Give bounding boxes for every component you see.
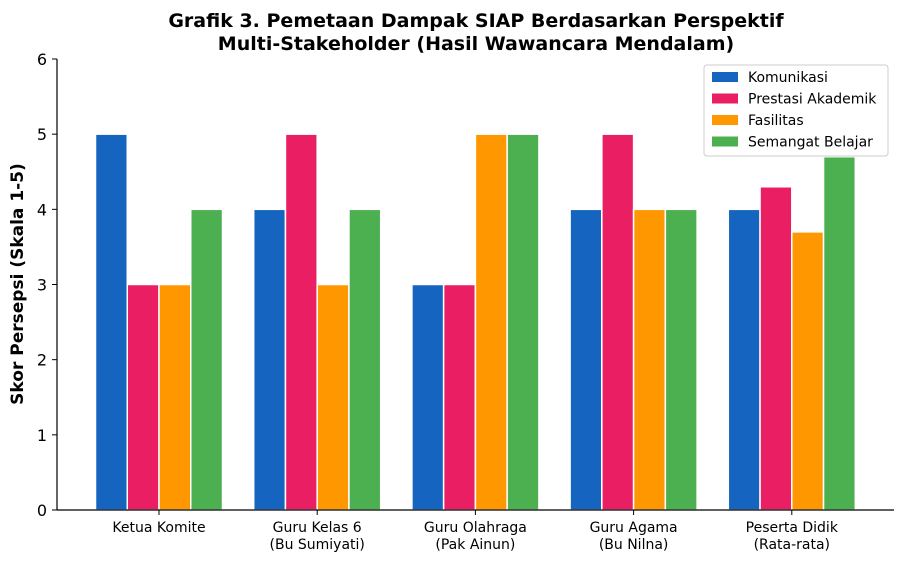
- y-axis-label: Skor Persepsi (Skala 1-5): [8, 163, 28, 405]
- legend-label: Komunikasi: [748, 70, 828, 86]
- bar-komunikasi-0: [94, 133, 128, 511]
- y-tick-label: 1: [37, 426, 47, 445]
- legend-box: [703, 64, 889, 157]
- bar-komunikasi-4: [727, 208, 761, 511]
- bar-semangat-belajar-3: [664, 208, 698, 511]
- x-tick-label: Guru Agama: [590, 520, 678, 536]
- bar-semangat-belajar-2: [506, 133, 540, 511]
- bar-prestasi-akademik-3: [601, 133, 635, 511]
- x-tick-label: (Rata-rata): [754, 537, 830, 553]
- legend-swatch: [712, 72, 738, 82]
- legend-label: Semangat Belajar: [748, 135, 873, 151]
- bar-fasilitas-0: [158, 283, 192, 511]
- bar-semangat-belajar-0: [190, 208, 224, 511]
- bar-prestasi-akademik-2: [442, 283, 477, 511]
- bar-prestasi-akademik-4: [759, 186, 793, 511]
- x-tick-label: Guru Kelas 6: [273, 520, 362, 536]
- bar-semangat-belajar-1: [348, 208, 382, 511]
- bar-semangat-belajar-4: [822, 155, 857, 511]
- bar-komunikasi-3: [569, 208, 603, 511]
- bar-prestasi-akademik-0: [126, 283, 160, 511]
- x-tick-label: Ketua Komite: [112, 520, 205, 536]
- legend-swatch: [712, 115, 738, 125]
- x-ticks-group: Ketua Komite Guru Kelas 6(Bu Sumiyati) Gur…: [112, 510, 839, 553]
- bar-fasilitas-3: [632, 208, 667, 511]
- chart-title-line-1: Grafik 3. Pemetaan Dampak SIAP Berdasark…: [168, 10, 784, 32]
- legend-label: Prestasi Akademik: [748, 92, 877, 108]
- bar-fasilitas-2: [474, 133, 508, 511]
- x-tick-label: (Bu Nilna): [599, 537, 669, 553]
- x-tick-label: Peserta Didik: [746, 520, 839, 536]
- chart-title-line-2: Multi-Stakeholder (Hasil Wawancara Menda…: [218, 33, 734, 55]
- legend: Komunikasi Prestasi Akademik Fasilitas Sema…: [703, 64, 889, 157]
- bars-group: [94, 133, 857, 511]
- chart-title: Grafik 3. Pemetaan Dampak SIAP Berdasark…: [168, 10, 784, 55]
- y-ticks-group: 0 1 2 3 4 5 6: [37, 50, 57, 520]
- y-tick-label: 3: [37, 276, 47, 295]
- x-tick-label: (Pak Ainun): [435, 537, 515, 553]
- legend-swatch: [712, 136, 738, 147]
- x-tick-label: Guru Olahraga: [424, 520, 527, 536]
- legend-label: Fasilitas: [748, 113, 804, 129]
- bar-fasilitas-1: [316, 283, 350, 511]
- y-tick-label: 6: [37, 50, 47, 69]
- y-tick-label: 4: [37, 200, 47, 219]
- x-tick-label: (Bu Sumiyati): [270, 537, 365, 553]
- y-tick-label: 0: [37, 501, 47, 520]
- bar-fasilitas-4: [791, 231, 825, 511]
- bar-komunikasi-1: [252, 208, 287, 511]
- y-tick-label: 2: [37, 351, 47, 370]
- bar-prestasi-akademik-1: [284, 133, 318, 511]
- legend-swatch: [712, 93, 738, 104]
- y-tick-label: 5: [37, 125, 47, 144]
- bar-komunikasi-2: [411, 283, 445, 511]
